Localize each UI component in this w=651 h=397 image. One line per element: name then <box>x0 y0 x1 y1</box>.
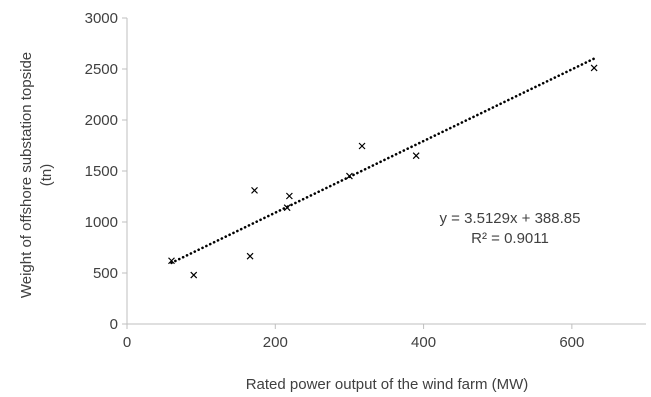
y-axis-title-line-2: (tn) <box>38 164 55 187</box>
trendline-line <box>170 57 596 265</box>
data-point <box>590 64 598 72</box>
x-axis-title: Rated power output of the wind farm (MW) <box>246 376 529 393</box>
y-tick-label: 2000 <box>85 112 118 129</box>
data-point <box>246 252 254 260</box>
y-tick-label: 2500 <box>85 61 118 78</box>
data-point <box>346 172 353 180</box>
y-tick-label: 1500 <box>85 163 118 180</box>
x-tick-label: 600 <box>559 334 584 351</box>
data-point <box>190 271 198 279</box>
y-axis-title: Weight of offshore substation topside (t… <box>18 52 55 298</box>
data-point <box>358 142 366 150</box>
data-point <box>168 257 175 265</box>
y-tick-label: 500 <box>93 265 118 282</box>
data-point <box>285 192 293 200</box>
r-squared-label: R² = 0.9011 <box>471 230 549 247</box>
data-point <box>251 186 258 194</box>
y-axis-title-line-1: Weight of offshore substation topside <box>18 52 35 298</box>
x-axis: 0 200 400 600 <box>123 323 646 351</box>
x-tick-label: 200 <box>263 334 288 351</box>
y-tick-label: 1000 <box>85 214 118 231</box>
y-axis: 0 500 1000 1500 2000 2500 3000 <box>85 10 128 333</box>
data-point <box>412 152 420 160</box>
data-points <box>168 64 598 279</box>
data-point <box>283 204 291 212</box>
y-tick-label: 0 <box>110 316 118 333</box>
trendline <box>170 57 596 265</box>
trendline-equation: y = 3.5129x + 388.85 <box>440 210 581 227</box>
x-tick-label: 400 <box>411 334 436 351</box>
x-tick-label: 0 <box>123 334 131 351</box>
y-tick-label: 3000 <box>85 10 118 27</box>
